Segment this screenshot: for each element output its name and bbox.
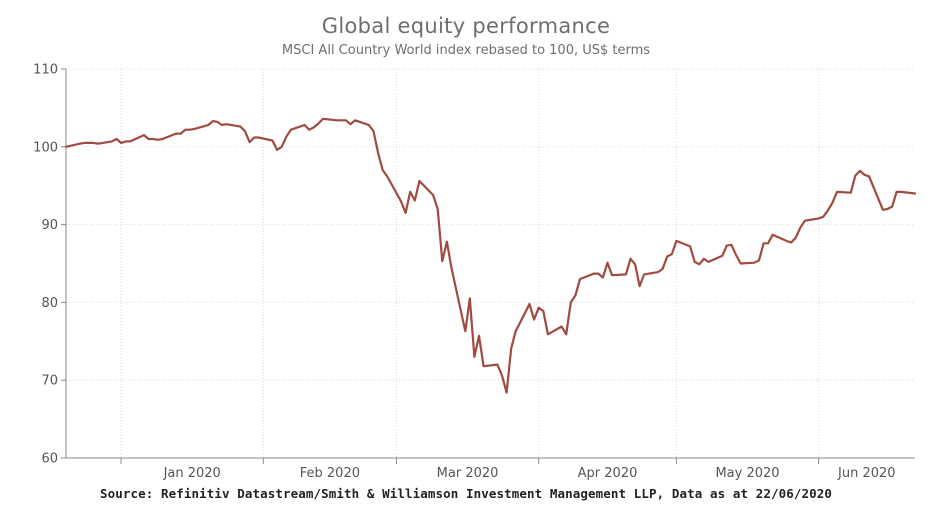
y-tick-label: 70 [41,374,58,389]
y-tick-label: 80 [41,296,58,311]
chart-title: Global equity performance [321,14,611,38]
chart-area: 60 70 80 90 100 110 Jan 2020 Feb 2020 Mar 2020 Ap… [33,63,917,481]
series-line [64,117,917,394]
x-tick-label: May 2020 [715,466,779,480]
gridlines [66,68,915,458]
x-tick-label: Apr 2020 [578,466,638,480]
series [64,117,917,394]
x-tick-label: Jan 2020 [163,466,221,480]
x-tick-label: Jun 2020 [837,466,896,480]
tick-labels: 60 70 80 90 100 110 Jan 2020 Feb 2020 Mar 2020 Ap… [33,63,895,481]
y-tick-label: 60 [41,452,58,467]
x-tick-label: Feb 2020 [300,466,360,480]
y-tick-label: 110 [33,63,58,78]
chart-subtitle: MSCI All Country World index rebased to … [281,43,651,58]
axes [61,68,915,464]
y-tick-label: 90 [41,218,58,233]
source-note: Source: Refinitiv Datastream/Smith & Wil… [99,486,833,501]
y-tick-label: 100 [33,140,58,155]
x-tick-label: Mar 2020 [437,466,499,480]
